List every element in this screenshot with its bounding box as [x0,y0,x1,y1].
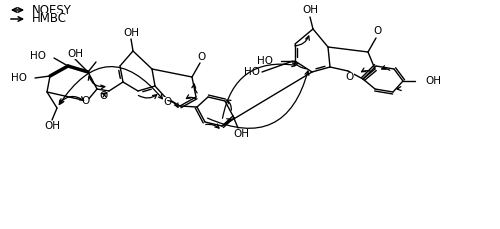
Text: OH: OH [44,121,60,131]
Text: HO: HO [244,67,260,77]
Text: HO: HO [11,73,27,83]
FancyArrowPatch shape [60,67,162,104]
FancyArrowPatch shape [138,95,157,99]
Text: HMBC: HMBC [32,13,67,25]
Text: OH: OH [123,28,139,38]
Text: OH: OH [233,129,249,139]
Text: OH: OH [425,76,441,86]
Text: O: O [99,91,107,101]
Text: O: O [374,26,382,36]
FancyArrowPatch shape [226,100,232,110]
Text: OH: OH [302,5,318,15]
Text: HO: HO [30,51,46,61]
FancyArrowPatch shape [101,93,107,97]
Text: O: O [163,97,171,107]
Text: O: O [346,72,354,82]
FancyArrowPatch shape [382,66,390,70]
FancyArrowPatch shape [294,62,306,69]
FancyArrowPatch shape [192,84,197,93]
Text: NOESY: NOESY [32,3,72,16]
Text: O: O [198,52,206,62]
FancyArrowPatch shape [208,71,309,128]
FancyArrowPatch shape [362,68,370,72]
Text: O: O [81,96,89,106]
FancyArrowPatch shape [206,124,219,128]
FancyArrowPatch shape [222,63,296,118]
FancyArrowPatch shape [295,36,310,46]
Text: HO: HO [257,56,273,66]
FancyArrowPatch shape [225,119,231,125]
FancyArrowPatch shape [397,87,402,90]
FancyArrowPatch shape [186,95,196,99]
FancyArrowPatch shape [88,76,105,89]
Text: OH: OH [67,49,83,59]
FancyArrowPatch shape [168,101,178,107]
FancyArrowPatch shape [60,96,84,103]
